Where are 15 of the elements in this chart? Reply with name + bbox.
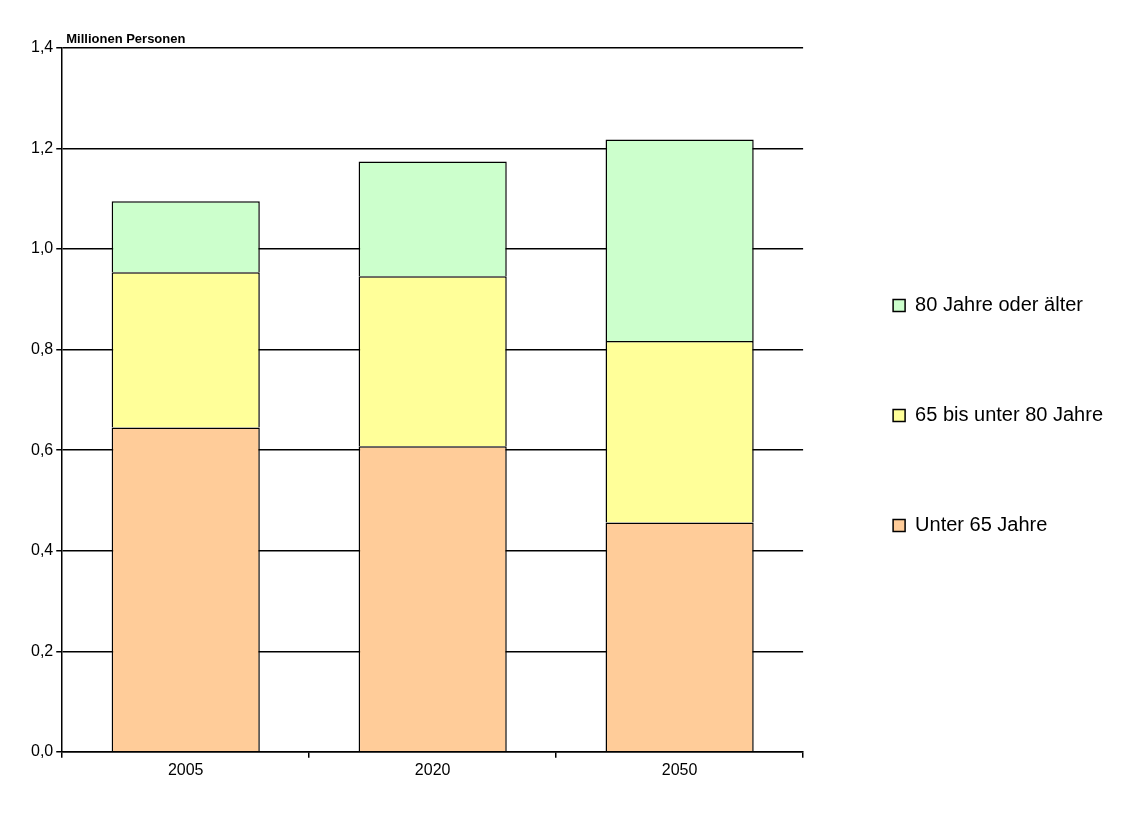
y-tick-label: 0,6	[30, 440, 54, 458]
y-tick-label: 1,2	[30, 138, 54, 156]
x-tick-label: 2050	[661, 760, 698, 778]
legend-label: 65 bis unter 80 Jahre	[915, 403, 1104, 426]
y-axis-title: Millionen Personen	[66, 31, 186, 47]
x-tick-label: 2020	[414, 760, 451, 778]
legend-label: Unter 65 Jahre	[915, 513, 1048, 536]
y-tick-label: 0,8	[30, 340, 54, 358]
y-tick-label: 1,4	[30, 38, 54, 56]
legend-label: 80 Jahre oder älter	[915, 293, 1084, 316]
x-tick-label: 2005	[167, 760, 204, 778]
y-tick-label: 1,0	[30, 239, 54, 257]
y-tick-label: 0,4	[30, 541, 54, 559]
y-tick-label: 0,0	[30, 742, 54, 760]
y-tick-label: 0,2	[30, 641, 54, 659]
